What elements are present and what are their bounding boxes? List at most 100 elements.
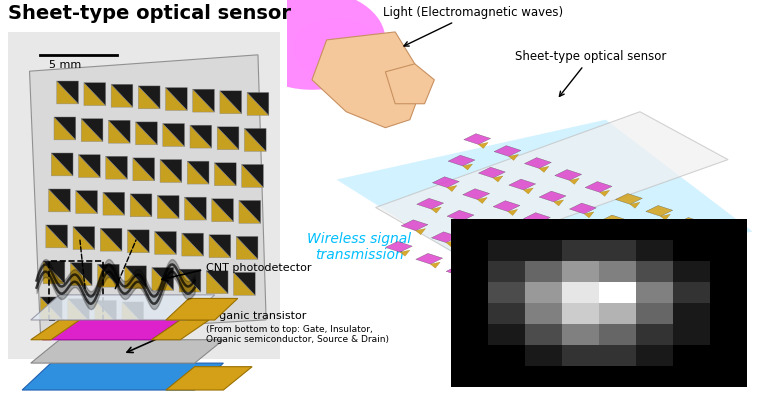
Polygon shape [124,266,146,289]
Polygon shape [416,229,426,235]
Polygon shape [73,227,95,249]
Polygon shape [539,166,549,172]
Ellipse shape [292,18,381,78]
Polygon shape [477,222,504,233]
Polygon shape [567,313,594,324]
Polygon shape [106,156,127,179]
Polygon shape [448,155,475,166]
Polygon shape [479,142,488,148]
Polygon shape [660,294,686,305]
Polygon shape [138,86,160,109]
Polygon shape [570,178,579,184]
Polygon shape [78,155,100,178]
Polygon shape [244,128,266,151]
Polygon shape [598,325,625,336]
Polygon shape [477,198,487,203]
Polygon shape [599,245,608,251]
Polygon shape [491,286,501,292]
Polygon shape [220,91,242,114]
Polygon shape [187,161,209,184]
Polygon shape [152,267,174,290]
Polygon shape [135,122,158,145]
Polygon shape [236,236,258,259]
Polygon shape [46,225,68,248]
Polygon shape [233,273,255,295]
Polygon shape [131,194,152,217]
Polygon shape [628,312,638,318]
Polygon shape [492,231,502,237]
Ellipse shape [239,0,385,90]
Polygon shape [22,363,224,390]
Polygon shape [70,263,92,286]
Text: Sheet-type optical sensor: Sheet-type optical sensor [515,50,667,96]
Polygon shape [152,267,174,290]
Polygon shape [400,250,410,256]
Polygon shape [599,270,625,281]
Polygon shape [675,273,702,283]
Text: Output image: Output image [576,362,705,380]
Polygon shape [569,233,578,239]
Polygon shape [385,64,434,104]
Text: Sheet-type optical sensor: Sheet-type optical sensor [8,4,291,23]
Polygon shape [214,163,236,186]
Polygon shape [31,340,224,363]
Polygon shape [81,119,103,142]
Polygon shape [644,291,653,297]
Polygon shape [614,304,640,314]
Polygon shape [48,189,70,212]
Polygon shape [247,93,269,115]
Polygon shape [166,87,187,111]
Polygon shape [84,83,106,106]
Text: CNT photodetector: CNT photodetector [206,263,312,273]
Polygon shape [218,127,239,150]
Polygon shape [567,288,577,294]
Polygon shape [461,274,471,280]
Polygon shape [42,320,180,340]
Polygon shape [430,262,441,268]
Polygon shape [463,164,472,170]
Polygon shape [163,124,185,146]
Polygon shape [476,277,503,288]
Polygon shape [660,214,671,220]
Polygon shape [122,302,144,325]
Polygon shape [179,269,200,292]
Polygon shape [538,246,565,257]
Polygon shape [584,212,594,218]
Polygon shape [431,207,441,213]
Polygon shape [44,261,65,284]
Polygon shape [44,261,65,284]
Polygon shape [193,89,214,112]
Polygon shape [179,269,200,292]
Text: 5 mm: 5 mm [48,60,81,70]
Polygon shape [111,84,133,107]
Polygon shape [446,265,473,276]
Polygon shape [124,266,146,289]
Polygon shape [462,244,489,255]
Polygon shape [675,248,685,254]
Polygon shape [507,265,517,271]
Polygon shape [212,199,233,222]
Polygon shape [220,91,242,114]
Polygon shape [212,199,233,222]
Polygon shape [131,194,152,217]
Polygon shape [111,84,133,107]
Polygon shape [100,228,122,251]
Polygon shape [659,324,668,330]
Polygon shape [207,271,228,294]
Polygon shape [54,117,75,140]
Polygon shape [554,200,563,206]
Polygon shape [600,215,627,226]
Polygon shape [75,191,98,213]
Polygon shape [645,236,654,242]
Polygon shape [98,264,120,287]
Text: Organic transistor: Organic transistor [206,311,306,322]
Polygon shape [416,198,444,209]
Polygon shape [493,201,520,211]
Polygon shape [598,300,608,306]
Polygon shape [629,282,656,293]
Polygon shape [155,231,176,255]
Polygon shape [493,176,503,182]
Polygon shape [537,301,564,312]
Polygon shape [81,119,103,142]
Polygon shape [416,253,443,264]
